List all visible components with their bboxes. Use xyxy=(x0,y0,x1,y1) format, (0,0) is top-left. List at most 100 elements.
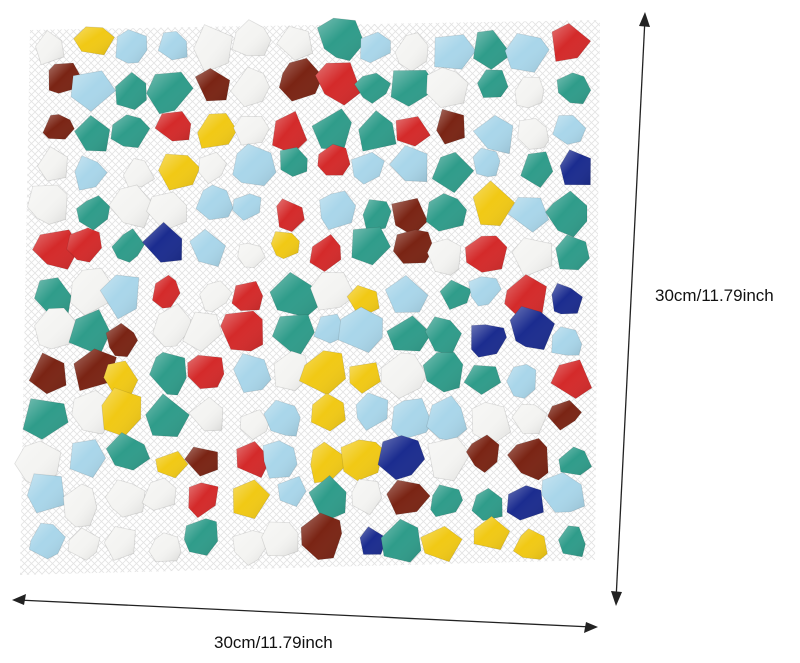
tiles-group xyxy=(14,17,593,567)
mosaic-tile-gloss xyxy=(301,512,342,560)
mosaic-tile-gloss xyxy=(27,185,68,225)
mosaic-tile-gloss xyxy=(512,237,552,277)
mosaic-tile-gloss xyxy=(279,58,323,102)
mosaic-tile-gloss xyxy=(436,109,465,145)
mosaic-tile-gloss xyxy=(391,398,432,440)
dimension-arrow-horizontal xyxy=(12,594,598,633)
mosaic-tile-gloss xyxy=(319,191,356,230)
mosaic-tile-gloss xyxy=(182,312,222,352)
mosaic-tile-gloss xyxy=(558,446,592,476)
mosaic-tile-gloss xyxy=(351,152,385,185)
mosaic-tile-gloss xyxy=(513,528,548,560)
mosaic-tile-gloss xyxy=(70,268,114,316)
mosaic-tile-gloss xyxy=(103,360,138,399)
mosaic-tile-gloss xyxy=(76,195,110,231)
mosaic-tile-gloss xyxy=(381,519,421,563)
mosaic-tile-gloss xyxy=(430,484,463,517)
mosaic-tile-gloss xyxy=(425,316,462,356)
mosaic-tile-gloss xyxy=(558,525,586,557)
mosaic-tile-gloss xyxy=(233,479,270,519)
mosaic-tile-gloss xyxy=(389,145,428,182)
mosaic-tile-gloss xyxy=(311,393,346,432)
mosaic-tile-gloss xyxy=(465,235,507,273)
mosaic-tile-gloss xyxy=(101,387,141,437)
mosaic-tile-gloss xyxy=(71,70,116,112)
mosaic-tile-gloss xyxy=(158,31,188,60)
mosaic-tile-gloss xyxy=(555,234,590,270)
mosaic-tile-gloss xyxy=(35,30,65,65)
mosaic-tile-gloss xyxy=(263,440,298,479)
mosaic-tile-gloss xyxy=(427,437,471,481)
mosaic-tile-gloss xyxy=(232,530,268,566)
width-dimension-label: 30cm/11.79inch xyxy=(214,633,333,652)
mosaic-tile-gloss xyxy=(311,108,352,151)
mosaic-tile-gloss xyxy=(115,29,147,64)
mosaic-tile-gloss xyxy=(552,115,586,145)
mosaic-tile-gloss xyxy=(363,199,392,232)
mosaic-tile-gloss xyxy=(552,23,591,62)
mosaic-tile-gloss xyxy=(115,72,147,110)
mosaic-tile-gloss xyxy=(277,476,307,507)
mosaic-tile-gloss xyxy=(195,68,230,101)
mosaic-tile-gloss xyxy=(27,473,65,513)
mosaic-tile-gloss xyxy=(472,402,511,445)
mosaic-tile-gloss xyxy=(34,308,79,349)
mosaic-tile-gloss xyxy=(149,352,187,396)
mosaic-tile-gloss xyxy=(276,26,313,61)
mosaic-tile-gloss xyxy=(349,362,381,394)
mosaic-tile-gloss xyxy=(351,479,382,515)
mosaic-tile-gloss xyxy=(391,198,428,236)
mosaic-tile-gloss xyxy=(514,77,544,108)
mosaic-tile-gloss xyxy=(111,228,145,263)
mosaic-tile-gloss xyxy=(100,275,139,319)
mosaic-tile-gloss xyxy=(423,352,463,393)
mosaic-tile-gloss xyxy=(233,116,270,146)
mosaic-tile-gloss xyxy=(308,475,347,522)
mosaic-tile-gloss xyxy=(551,283,583,314)
mosaic-tile-gloss xyxy=(187,355,224,389)
mosaic-tile-gloss xyxy=(29,352,67,394)
mosaic-tile-gloss xyxy=(74,115,110,152)
mosaic-tile-gloss xyxy=(464,365,501,395)
arrowhead-top-icon xyxy=(639,12,650,27)
mosaic-tile-gloss xyxy=(471,488,503,521)
mosaic-tile-gloss xyxy=(560,149,591,185)
mosaic-tile-gloss xyxy=(105,479,146,518)
mosaic-tile-gloss xyxy=(74,155,108,191)
arrowhead-left-icon xyxy=(12,594,26,605)
mosaic-tile-gloss xyxy=(338,307,383,353)
mosaic-tile-gloss xyxy=(396,116,431,147)
mosaic-tile-gloss xyxy=(69,439,106,478)
mosaic-tile-gloss xyxy=(426,67,469,108)
mosaic-tile-gloss xyxy=(393,229,434,264)
mosaic-tile-gloss xyxy=(146,192,187,231)
mosaic-tile-gloss xyxy=(108,185,154,228)
mosaic-tile-gloss xyxy=(155,111,191,142)
mosaic-tile-gloss xyxy=(391,70,439,107)
mosaic-tile-gloss xyxy=(358,110,397,152)
mosaic-tile-gloss xyxy=(106,432,150,471)
mosaic-tile-gloss xyxy=(272,111,307,154)
mosaic-tile-gloss xyxy=(68,309,111,356)
mosaic-tile-gloss xyxy=(146,72,194,114)
mosaic-tile-gloss xyxy=(427,238,461,276)
mosaic-tile-gloss xyxy=(309,234,341,272)
mosaic-tile-gloss xyxy=(261,522,298,556)
mosaic-tile-gloss xyxy=(354,73,391,104)
mosaic-tile-gloss xyxy=(276,198,305,232)
height-dimension-label: 30cm/11.79inch xyxy=(655,286,774,305)
arrowhead-bottom-icon xyxy=(611,591,622,606)
mosaic-tile-gloss xyxy=(240,409,269,440)
mosaic-tile-gloss xyxy=(395,32,429,72)
mosaic-tile-gloss xyxy=(142,478,176,511)
mosaic-tile-gloss xyxy=(520,151,553,188)
mosaic-tile-gloss xyxy=(184,518,218,556)
mosaic-tile-gloss xyxy=(545,191,587,238)
mosaic-tile-gloss xyxy=(197,113,237,149)
mosaic-tile-gloss xyxy=(477,69,509,98)
mosaic-tile-gloss xyxy=(152,303,191,347)
arrowhead-right-icon xyxy=(584,622,598,633)
mosaic-tile-gloss xyxy=(432,152,474,193)
